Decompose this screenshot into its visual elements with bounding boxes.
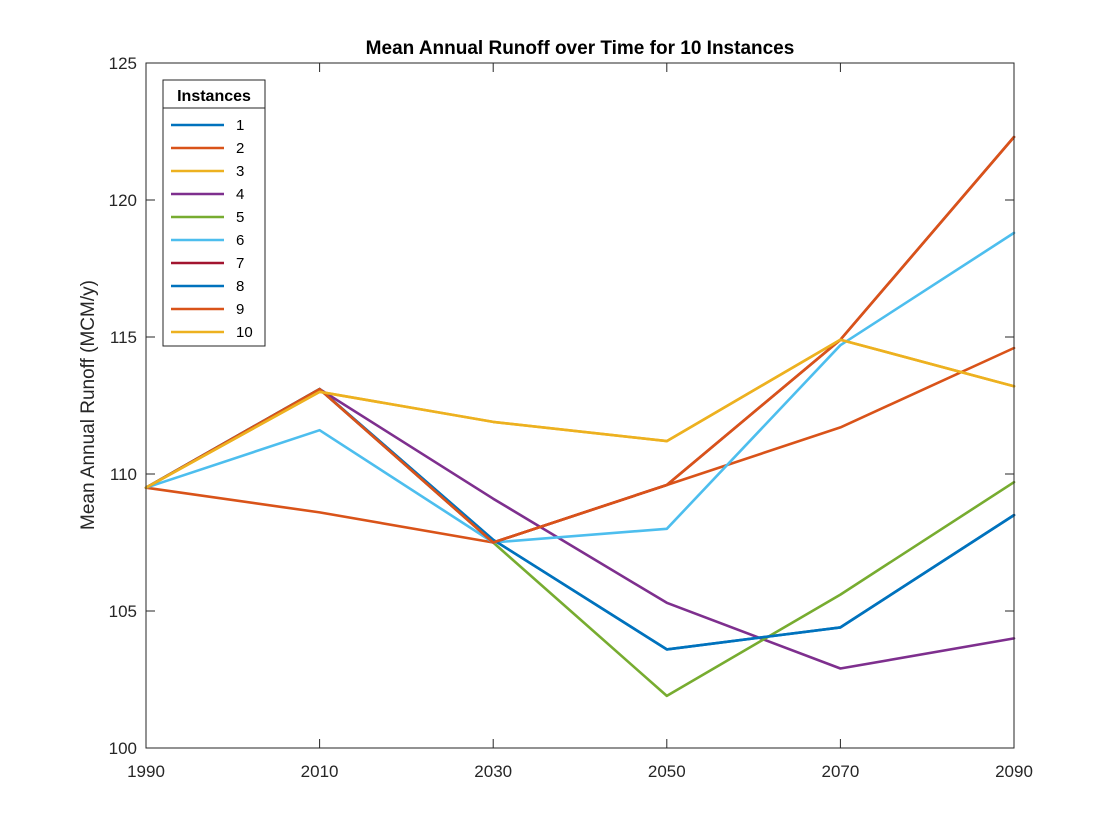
legend-label-8: 8: [236, 278, 244, 295]
axis-ticks: 1990 2010 2030 2050 2070 20901001051101151201…: [109, 54, 1033, 781]
y-axis-label: Mean Annual Runoff (MCM/y): [78, 280, 99, 530]
series-line-8: [144, 387, 1016, 651]
legend-title: Instances: [177, 88, 251, 105]
y-tick-label: 120: [109, 191, 137, 210]
plot-area-frame: [145, 62, 1015, 749]
series-line-9: [144, 135, 1016, 544]
legend-label-3: 3: [236, 163, 244, 180]
x-tick-label: 2090: [995, 762, 1033, 781]
legend-label-6: 6: [236, 232, 244, 249]
series-line-5: [144, 387, 1016, 698]
x-tick-label: 1990: [127, 762, 165, 781]
x-tick-label: 2010: [301, 762, 339, 781]
series-line-6: [144, 231, 1016, 544]
legend-box: [162, 79, 266, 347]
y-tick-label: 100: [109, 739, 137, 758]
series-layer: [144, 135, 1016, 698]
series-line-7: [144, 135, 1016, 544]
legend-label-7: 7: [236, 255, 244, 272]
y-tick-label: 105: [109, 602, 137, 621]
legend-items: 1 2 3 4 5 6 7 8 9 10: [171, 117, 253, 341]
series-line-10: [144, 338, 1016, 490]
legend-label-5: 5: [236, 209, 244, 226]
legend: Instances 1 2 3 4 5 6 7 8 9 10: [162, 79, 266, 347]
y-tick-label: 115: [110, 328, 137, 347]
chart-title: Mean Annual Runoff over Time for 10 Inst…: [366, 38, 795, 59]
legend-label-1: 1: [236, 117, 244, 134]
x-tick-label: 2050: [648, 762, 686, 781]
series-line-1: [144, 387, 1016, 651]
legend-label-2: 2: [236, 140, 244, 157]
legend-label-4: 4: [236, 186, 244, 203]
y-tick-label: 125: [109, 54, 137, 73]
legend-label-10: 10: [236, 324, 253, 341]
x-tick-label: 2070: [821, 762, 859, 781]
y-tick-label: 110: [110, 465, 137, 484]
x-tick-label: 2030: [474, 762, 512, 781]
legend-label-9: 9: [236, 301, 244, 318]
